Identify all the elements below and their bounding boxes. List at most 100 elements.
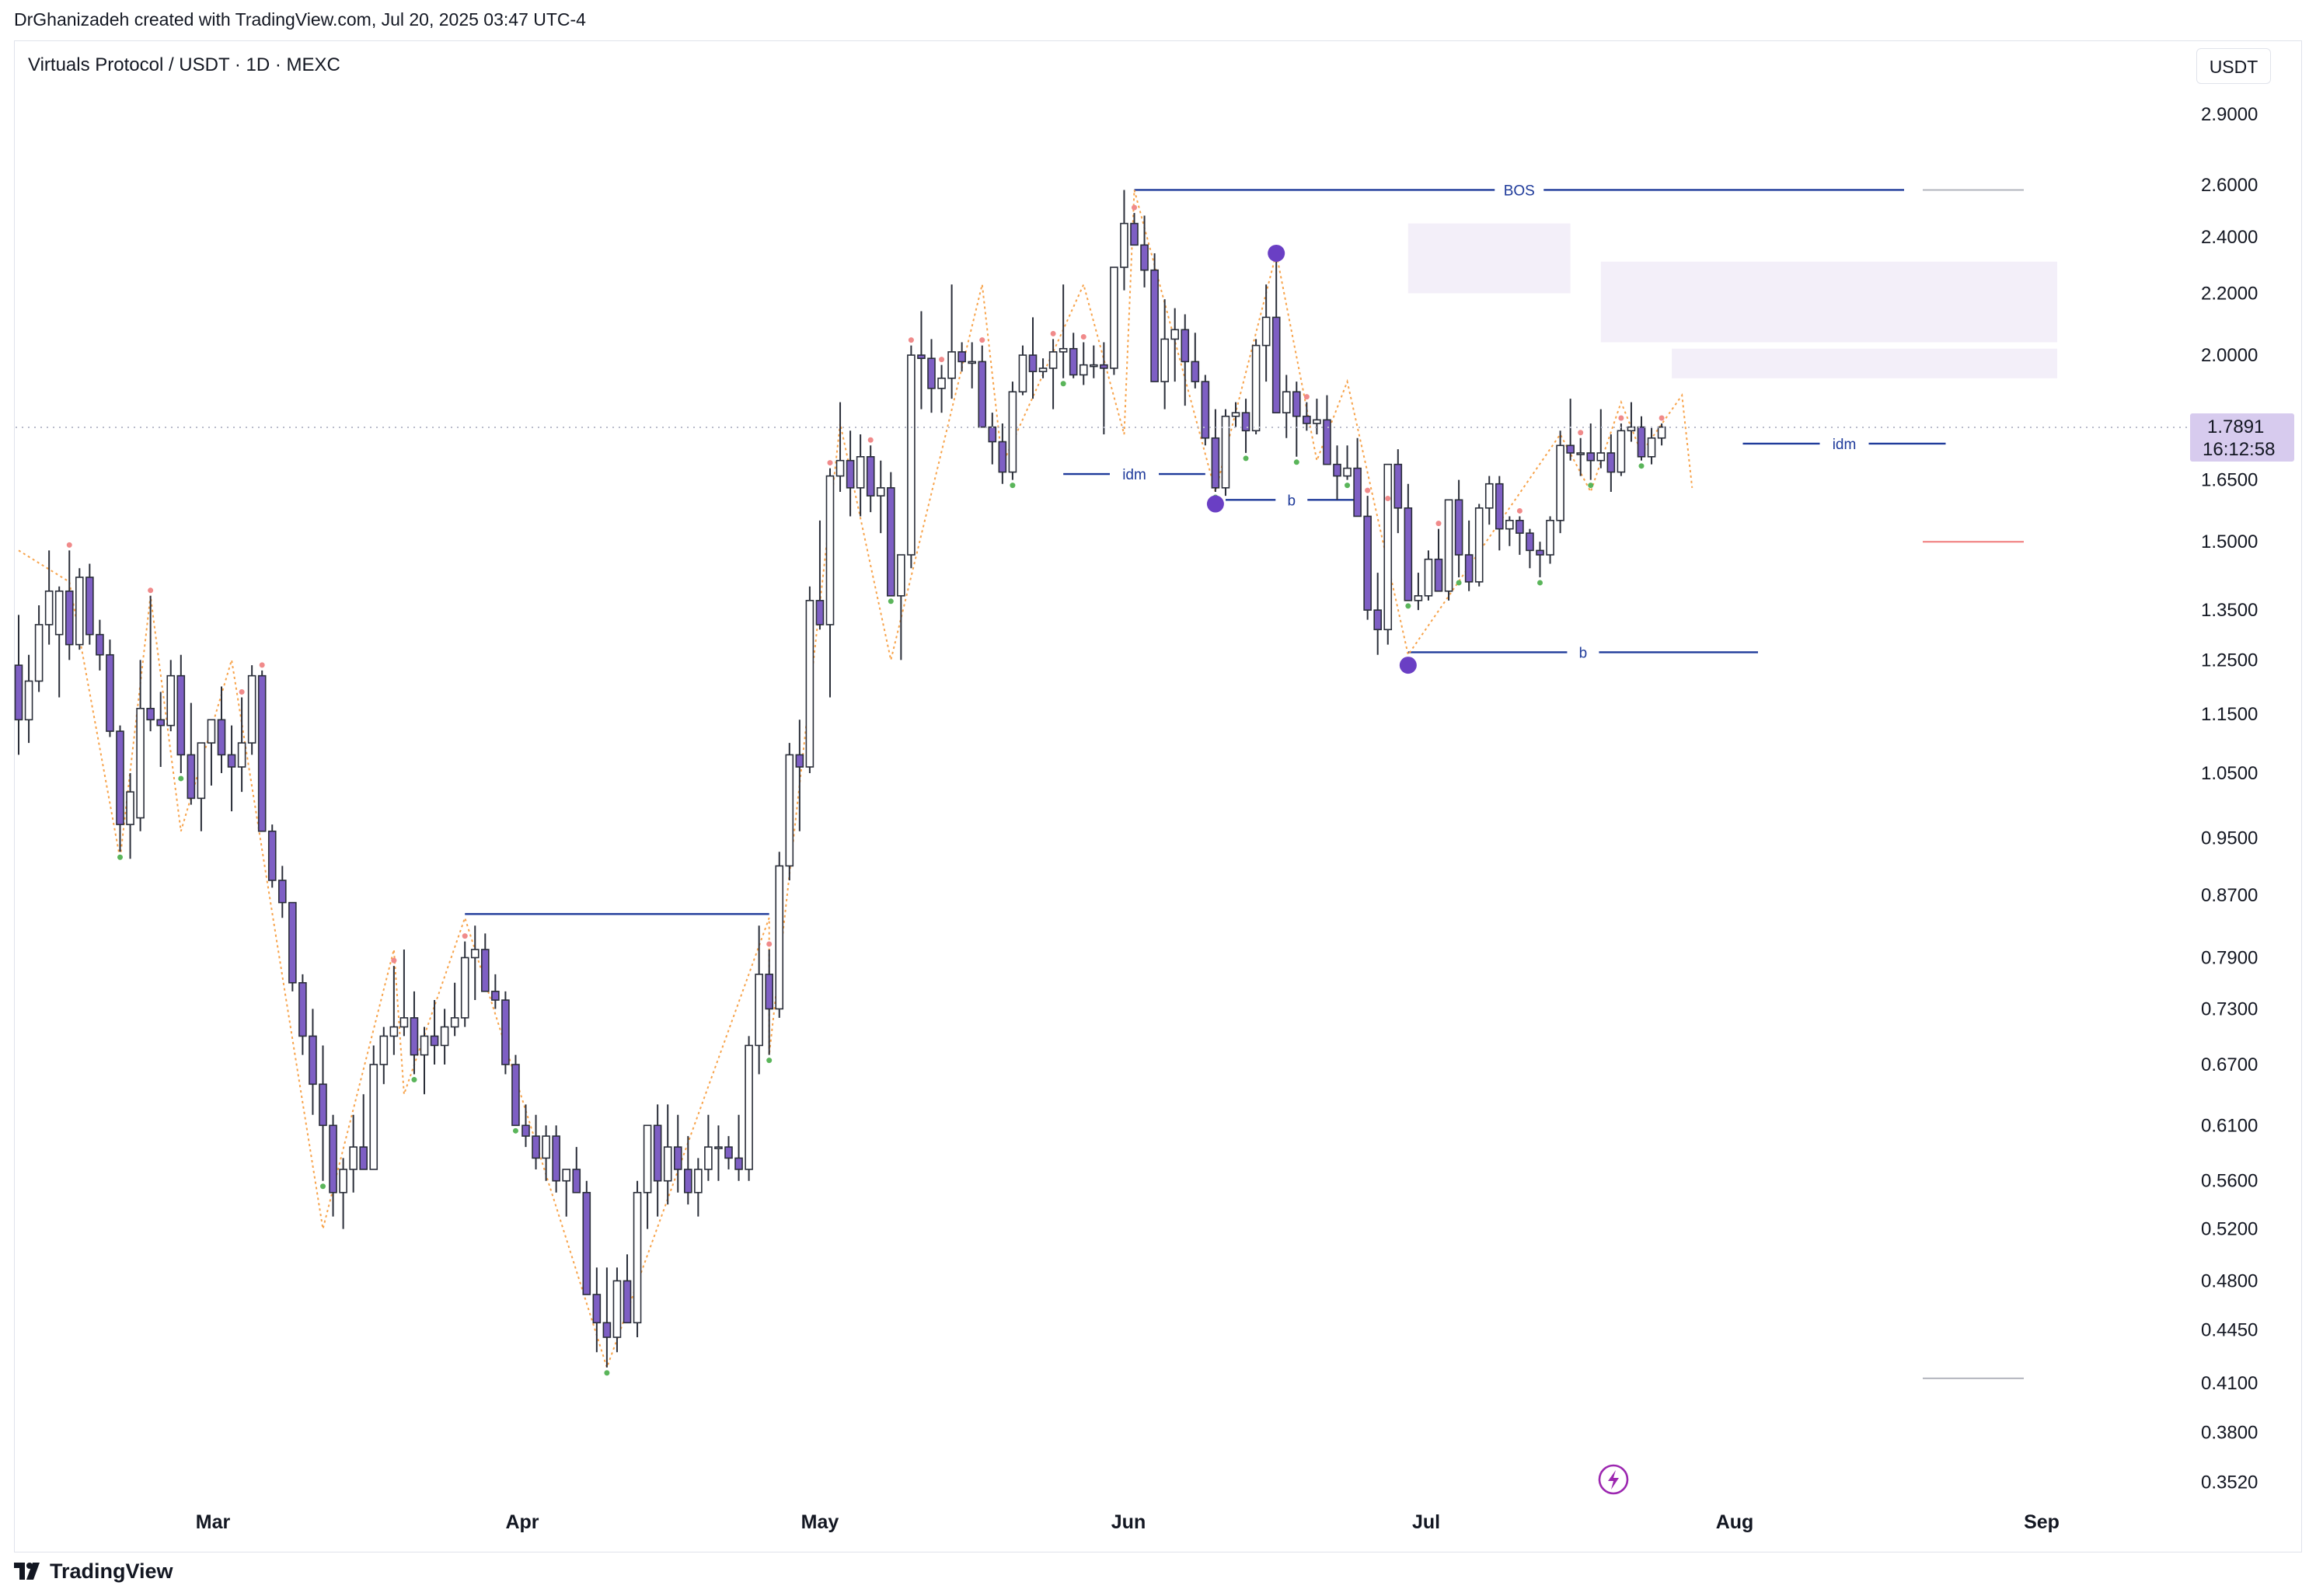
candle [1008,382,1017,480]
candle-body [1464,554,1474,583]
candle-body [775,865,784,1010]
candle [430,1000,439,1065]
candle [917,311,926,409]
candle-body [1140,244,1149,271]
candle-body [846,459,855,489]
candle-body [592,1294,602,1324]
pivot-marker [1206,495,1224,513]
candles[interactable] [14,190,1666,1368]
price-axis-label: 0.5600 [2201,1171,2258,1192]
candle [897,554,905,660]
candle [501,991,510,1075]
tradingview-logo[interactable]: TradingView [14,1557,173,1585]
candle-body [927,357,936,389]
candle [288,901,297,991]
candle-body [1363,515,1372,611]
candle-body [552,1135,560,1182]
candle-body [369,1064,378,1170]
candle-body [247,674,256,744]
candle [1231,402,1240,427]
candle [1556,430,1564,534]
price-axis-label: 2.4000 [2201,227,2258,248]
candle [815,520,825,630]
swing-high-dot [1435,521,1442,527]
candle-body [511,1064,520,1127]
candle [1393,449,1403,534]
candle-body [491,991,500,1001]
candle-body [1606,452,1616,473]
candle-body [643,1124,652,1194]
currency-button[interactable]: USDT [2196,48,2271,84]
candle [156,692,165,768]
candle [1454,479,1463,577]
candle [1038,358,1048,378]
candle-body [197,742,206,800]
candle-body [1333,463,1341,477]
candle-body [319,1083,327,1127]
candle [1444,499,1453,601]
price-axis[interactable]: 2.9000 2.6000 2.4000 2.2000 2.0000 1.6500 1.50… [2201,104,2258,1493]
candle [795,720,804,831]
lightning-icon[interactable] [1598,1464,1629,1495]
candle [309,1009,317,1115]
candle [1495,476,1504,551]
candle-body [460,957,469,1019]
candle [1059,284,1068,378]
candle [1251,339,1261,435]
candle-body [1211,437,1220,489]
candle-body [1505,520,1514,530]
time-axis-label: Apr [505,1511,539,1533]
tradingview-logo-icon [14,1563,40,1580]
swing-low-dot [117,854,123,860]
candle-body [1181,329,1190,363]
symbol-title[interactable]: Virtuals Protocol / USDT · 1D · MEXC [28,54,340,75]
swing-high-dot [1132,204,1137,211]
candle [1090,345,1098,378]
candle [1271,253,1281,413]
candle-body [1048,351,1058,369]
swing-high-dot [979,337,985,343]
supply-zone-top [1407,223,1571,294]
candle [876,460,885,534]
candle [359,1094,368,1170]
candle-body [1100,364,1108,369]
candle-body [207,719,216,744]
price-axis-label: 1.0500 [2201,763,2258,784]
candle-body [1556,444,1564,521]
candle-body [1028,354,1038,372]
tradingview-wordmark: TradingView [50,1559,173,1583]
candle [734,1114,743,1181]
candle-body [532,1135,540,1159]
candle [1333,445,1341,500]
candle-body [1657,426,1666,439]
candle-body [1586,452,1596,462]
candle [1313,399,1321,435]
candle-body [653,1124,662,1182]
swing-high-dot [391,957,397,964]
candle-body [1313,419,1321,424]
candle [765,949,774,1055]
candle-body [978,361,987,428]
time-axis-label: Aug [1716,1511,1754,1533]
idm-level-lower-label: idm [1122,467,1146,483]
time-axis[interactable]: Mar Apr May Jun Jul Aug Sep [196,1511,2060,1533]
candle-body [897,554,905,597]
swing-high-dot [148,587,154,594]
candle-body [937,377,946,389]
candle [653,1104,662,1217]
candle-body [714,1146,723,1149]
candle [866,445,875,513]
candle [1546,516,1554,564]
candle-body [745,1044,753,1170]
candle-body [734,1157,743,1170]
candle [1160,299,1169,409]
current-price-value: 1.7891 [2207,416,2264,437]
candle-body [1647,437,1656,458]
candle-body [156,719,165,727]
candle-body [1627,426,1636,432]
current-price-box [2190,413,2294,462]
candle-body [1261,316,1271,347]
candle [1241,399,1250,453]
